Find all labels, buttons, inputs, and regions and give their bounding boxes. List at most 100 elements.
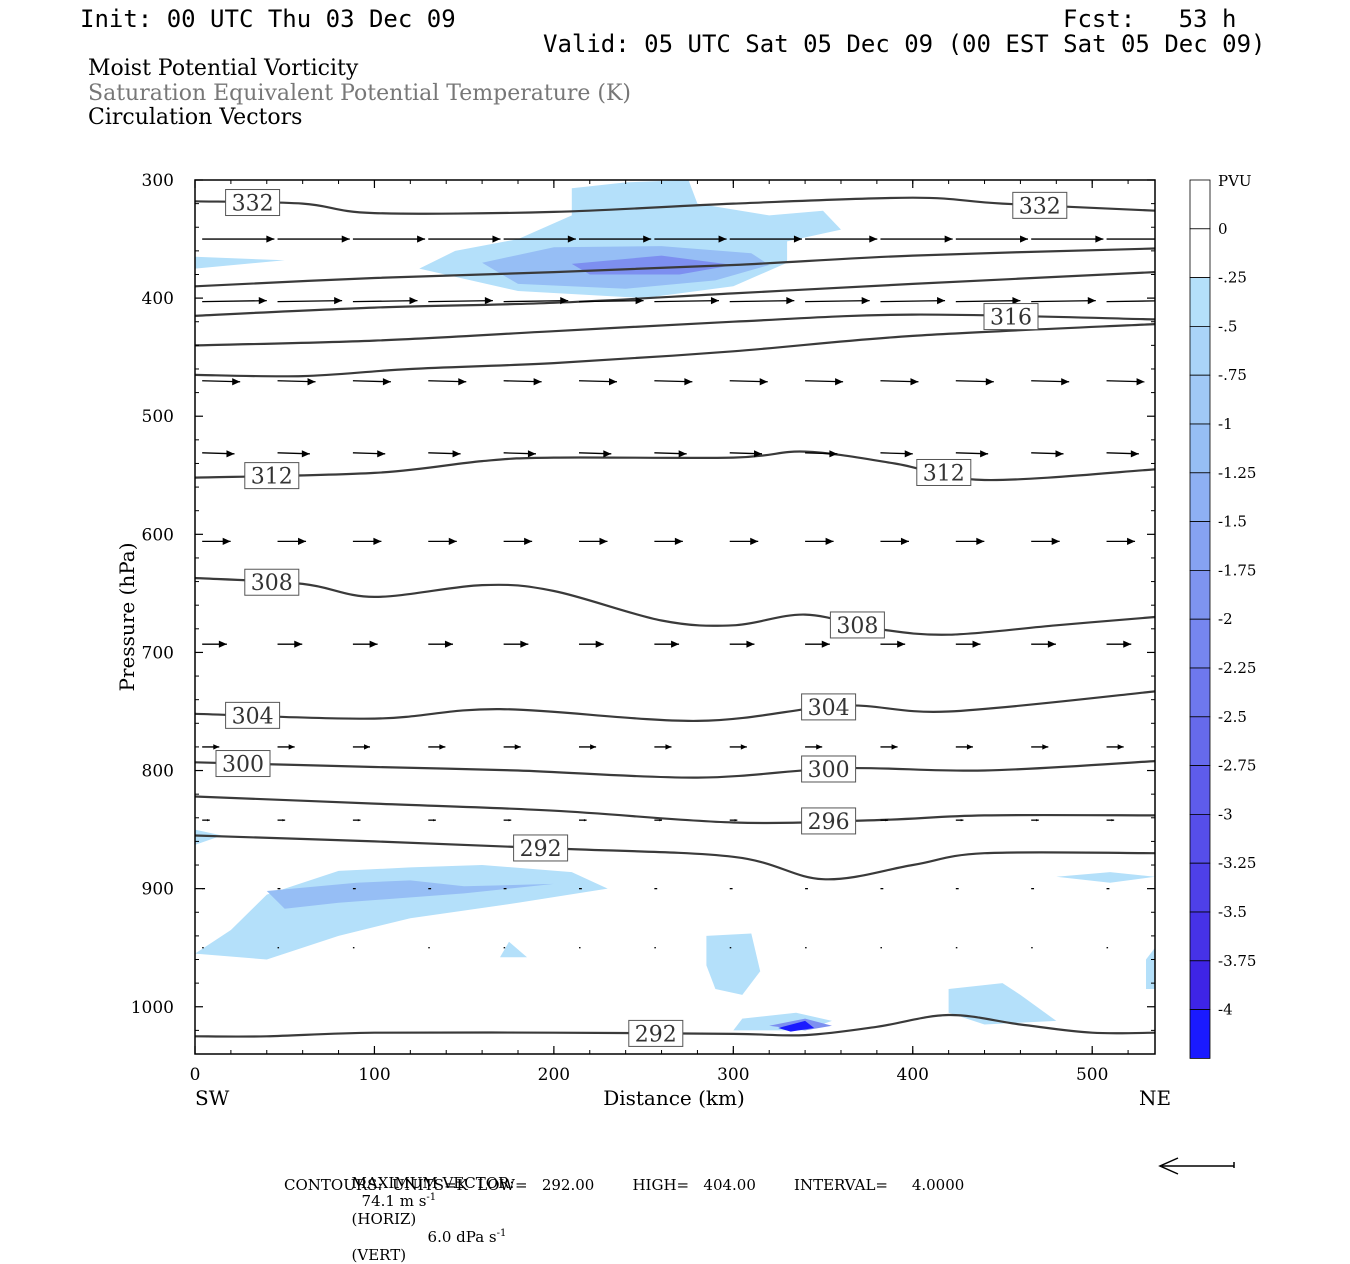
contour-label-13: 292	[628, 1019, 684, 1047]
contour-label-text: 292	[520, 837, 562, 862]
contour-line-10	[195, 834, 1155, 881]
vector-2-2	[352, 378, 391, 386]
max-vector-label: MAXIMUM VECTOR:	[351, 1174, 515, 1192]
vector-head	[980, 450, 989, 458]
vector-7-3	[428, 818, 436, 822]
max-vert-sup: -1	[496, 1228, 507, 1239]
vector-head	[1055, 450, 1064, 458]
vector-5-4	[503, 640, 529, 648]
vector-head	[678, 450, 687, 458]
pv-region-5	[195, 865, 608, 960]
colorbar-label-1: -.25	[1218, 269, 1247, 287]
theta-contours	[195, 196, 1155, 1038]
contour-label-text: 304	[232, 704, 274, 729]
vector-shaft	[1106, 300, 1155, 303]
vector-0-1	[277, 235, 350, 243]
contour-label-box	[244, 568, 300, 596]
vector-7-9	[880, 818, 889, 822]
contour-label-2: 316	[983, 303, 1039, 331]
vector-head	[835, 378, 844, 386]
vector-head	[793, 235, 802, 243]
vector-head	[821, 640, 830, 648]
contour-label-box	[983, 303, 1039, 331]
x-end-right: NE	[1139, 1086, 1171, 1110]
vector-7-12	[1106, 818, 1115, 822]
colorbar-swatch-7	[1189, 521, 1211, 571]
vector-2-3	[428, 378, 467, 386]
colorbar-label-0: 0	[1218, 220, 1228, 238]
vector-head	[409, 297, 418, 305]
contour-label-text: 304	[808, 696, 850, 721]
vector-head	[524, 537, 533, 546]
vector-head	[643, 235, 652, 243]
vector-7-4	[503, 818, 512, 822]
contour-label-1: 332	[1012, 191, 1068, 219]
vector-head	[750, 537, 759, 546]
vector-head	[1117, 744, 1124, 750]
vector-2-5	[578, 378, 618, 386]
vector-head	[364, 744, 371, 750]
vector-head	[508, 818, 512, 822]
max-horiz: 74.1 m s	[361, 1192, 427, 1210]
contour-line-8	[195, 760, 1155, 779]
contour-caption: CONTOURS: UNITS=K LOW= 292.00 HIGH= 404.…	[284, 1176, 965, 1194]
vector-0-12	[1106, 238, 1155, 240]
colorbar-swatch-12	[1189, 765, 1211, 815]
colorbar-swatch-13	[1189, 814, 1211, 864]
vector-7-11	[1031, 818, 1039, 822]
vector-0-8	[805, 235, 878, 243]
vector-head	[603, 450, 612, 458]
vector-4-4	[503, 537, 533, 546]
vector-3-0	[202, 450, 235, 458]
vector-1-3	[428, 297, 493, 305]
vector-4-12	[1106, 537, 1136, 546]
vector-7-5	[579, 818, 587, 822]
vector-head	[1042, 744, 1049, 750]
contour-line-9	[195, 795, 1155, 825]
vector-1-2	[352, 297, 418, 305]
vector-head	[258, 297, 267, 305]
vector-shaft	[1031, 300, 1096, 303]
x-tick-label: 200	[538, 1065, 570, 1085]
contour-label-box	[225, 701, 281, 729]
colorbar-swatch-15	[1189, 911, 1211, 962]
vector-head	[458, 378, 467, 386]
vector-2-11	[1031, 378, 1070, 386]
colorbar-swatch-11	[1189, 716, 1211, 766]
x-tick-label: 400	[897, 1065, 929, 1085]
contour-label-text: 332	[1019, 194, 1061, 219]
vector-0-5	[579, 235, 652, 243]
colorbar-swatch-2	[1189, 277, 1211, 327]
contour-label-box	[829, 611, 885, 639]
colorbar-swatch-1	[1189, 228, 1211, 279]
vector-1-9	[880, 297, 946, 305]
contour-label-box	[513, 834, 569, 862]
vector-0-7	[729, 235, 802, 243]
vector-head	[433, 818, 436, 822]
vector-head	[520, 640, 529, 648]
x-tick-label: 500	[1076, 1065, 1108, 1085]
contour-line-3	[195, 313, 1155, 347]
vector-0-9	[880, 235, 953, 243]
contour-label-box	[801, 693, 857, 721]
contour-line-1	[195, 247, 1155, 288]
vector-shaft	[654, 300, 719, 303]
vector-head	[960, 818, 964, 822]
contour-label-text: 312	[923, 461, 965, 486]
vector-3-5	[578, 450, 612, 458]
vector-head	[985, 378, 994, 386]
vector-head	[282, 818, 286, 822]
vector-head	[1127, 537, 1136, 546]
contour-label-box	[1012, 191, 1068, 219]
vector-2-6	[654, 378, 693, 386]
vector-5-10	[955, 640, 981, 648]
pv-region-9	[1056, 872, 1155, 883]
contour-label-text: 292	[635, 1022, 677, 1047]
vector-6-11	[1031, 744, 1049, 750]
vector-head	[595, 640, 604, 648]
vector-head	[869, 235, 878, 243]
vector-5-11	[1031, 640, 1056, 648]
vector-6-3	[428, 744, 446, 750]
colorbar-swatch-16	[1189, 960, 1211, 1010]
vector-head	[382, 378, 391, 386]
